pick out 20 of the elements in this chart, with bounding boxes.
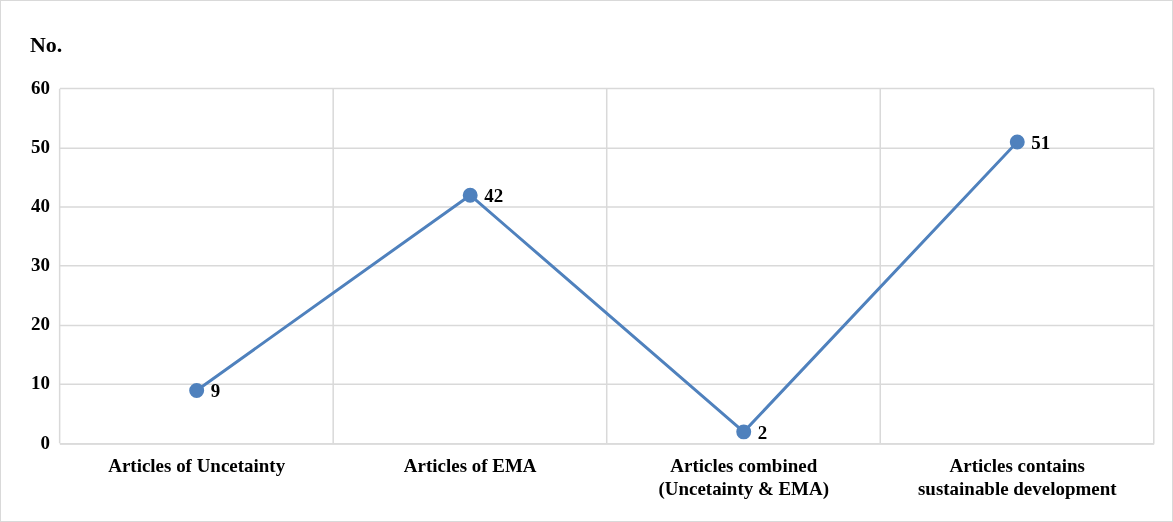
point xyxy=(1009,134,1025,150)
point xyxy=(736,424,752,440)
y-tick-label: 30 xyxy=(30,254,50,276)
point xyxy=(189,382,205,398)
data-label: 42 xyxy=(484,185,504,207)
y-tick-label: 50 xyxy=(30,135,50,157)
data-label: 51 xyxy=(1031,131,1051,153)
y-tick-label: 60 xyxy=(30,76,50,98)
x-tick-label: Articles of Uncetainty xyxy=(108,454,286,476)
x-tick-label: Articles of EMA xyxy=(403,454,537,476)
y-tick-label: 10 xyxy=(30,372,50,394)
y-tick-label: 40 xyxy=(30,194,50,216)
point xyxy=(462,187,478,203)
x-tick-label: Articles combined (Uncetainty & EMA) xyxy=(658,454,830,500)
x-tick-label: Articles contains sustainable development xyxy=(917,454,1118,499)
data-label: 9 xyxy=(210,380,221,402)
data-label: 2 xyxy=(757,421,768,443)
y-tick-label: 0 xyxy=(40,431,50,453)
y-axis-title: No. xyxy=(29,32,63,58)
y-tick-label: 20 xyxy=(30,313,50,335)
